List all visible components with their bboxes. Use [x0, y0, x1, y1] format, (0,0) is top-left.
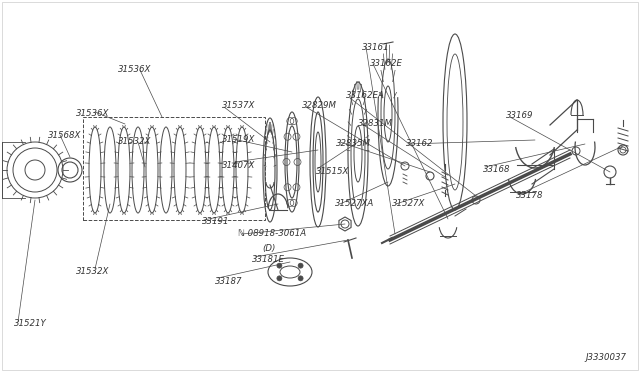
Text: 33169: 33169: [506, 112, 534, 121]
Text: 33187: 33187: [215, 278, 243, 286]
Text: 33168: 33168: [483, 166, 511, 174]
Text: 32829M: 32829M: [302, 100, 337, 109]
Text: 31521Y: 31521Y: [14, 320, 47, 328]
Text: 33178: 33178: [516, 192, 543, 201]
Text: 31568X: 31568X: [48, 131, 81, 140]
Text: 33191: 33191: [202, 218, 230, 227]
Text: 31537X: 31537X: [222, 100, 255, 109]
Text: 31536X: 31536X: [76, 109, 109, 119]
Text: 31536X: 31536X: [118, 65, 152, 74]
Bar: [83, 117, 265, 220]
Text: 33181E: 33181E: [252, 256, 285, 264]
Circle shape: [298, 276, 303, 281]
Circle shape: [277, 263, 282, 268]
Text: 31515X: 31515X: [316, 167, 349, 176]
Text: 31407X: 31407X: [222, 160, 255, 170]
Text: 32835M: 32835M: [336, 140, 371, 148]
Text: 31532X: 31532X: [118, 138, 152, 147]
Circle shape: [277, 276, 282, 281]
Text: ℕ 08918-3061A: ℕ 08918-3061A: [238, 230, 306, 238]
Text: 32831M: 32831M: [358, 119, 393, 128]
Text: 33162: 33162: [406, 140, 433, 148]
Text: 33161: 33161: [362, 42, 390, 51]
Text: 33162EA: 33162EA: [346, 92, 385, 100]
Text: 31527X: 31527X: [392, 199, 426, 208]
Text: 33162E: 33162E: [370, 60, 403, 68]
Text: (D): (D): [262, 244, 275, 253]
Text: J3330037: J3330037: [585, 353, 626, 362]
Text: 31519X: 31519X: [222, 135, 255, 144]
Circle shape: [298, 263, 303, 268]
Text: 31532X: 31532X: [76, 267, 109, 276]
Text: 31527XA: 31527XA: [335, 199, 374, 208]
